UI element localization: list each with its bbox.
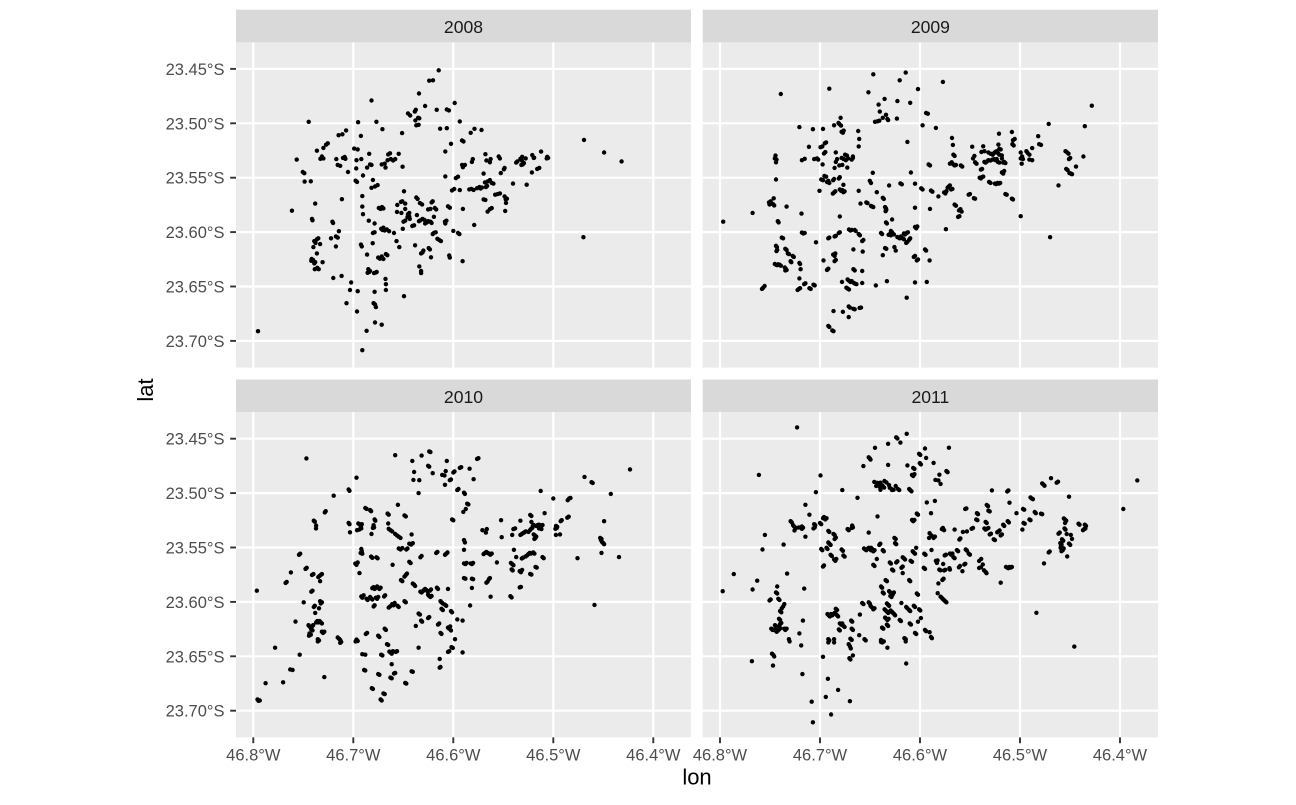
svg-text:23.55°S: 23.55°S (166, 170, 225, 188)
svg-text:lon: lon (682, 765, 711, 790)
svg-text:46.5°W: 46.5°W (993, 747, 1048, 765)
svg-text:46.7°W: 46.7°W (793, 747, 848, 765)
svg-text:46.4°W: 46.4°W (626, 747, 681, 765)
svg-text:23.60°S: 23.60°S (166, 224, 225, 242)
svg-text:46.4°W: 46.4°W (1093, 747, 1148, 765)
svg-text:23.50°S: 23.50°S (166, 115, 225, 133)
svg-text:23.60°S: 23.60°S (166, 594, 225, 612)
svg-text:23.70°S: 23.70°S (166, 333, 225, 351)
svg-text:46.7°W: 46.7°W (326, 747, 381, 765)
svg-text:lat: lat (133, 378, 158, 401)
svg-text:2011: 2011 (911, 387, 949, 407)
svg-text:23.55°S: 23.55°S (166, 540, 225, 558)
svg-text:23.45°S: 23.45°S (166, 61, 225, 79)
svg-text:46.6°W: 46.6°W (426, 747, 481, 765)
svg-text:2009: 2009 (911, 17, 950, 37)
svg-text:46.6°W: 46.6°W (893, 747, 948, 765)
svg-text:2010: 2010 (444, 387, 483, 407)
svg-text:23.65°S: 23.65°S (166, 648, 225, 666)
svg-text:23.45°S: 23.45°S (166, 431, 225, 449)
svg-text:46.8°W: 46.8°W (693, 747, 748, 765)
svg-text:46.5°W: 46.5°W (526, 747, 581, 765)
svg-text:2008: 2008 (444, 17, 483, 37)
svg-text:23.70°S: 23.70°S (166, 703, 225, 721)
svg-text:46.8°W: 46.8°W (226, 747, 281, 765)
svg-text:23.50°S: 23.50°S (166, 485, 225, 503)
svg-text:23.65°S: 23.65°S (166, 279, 225, 297)
